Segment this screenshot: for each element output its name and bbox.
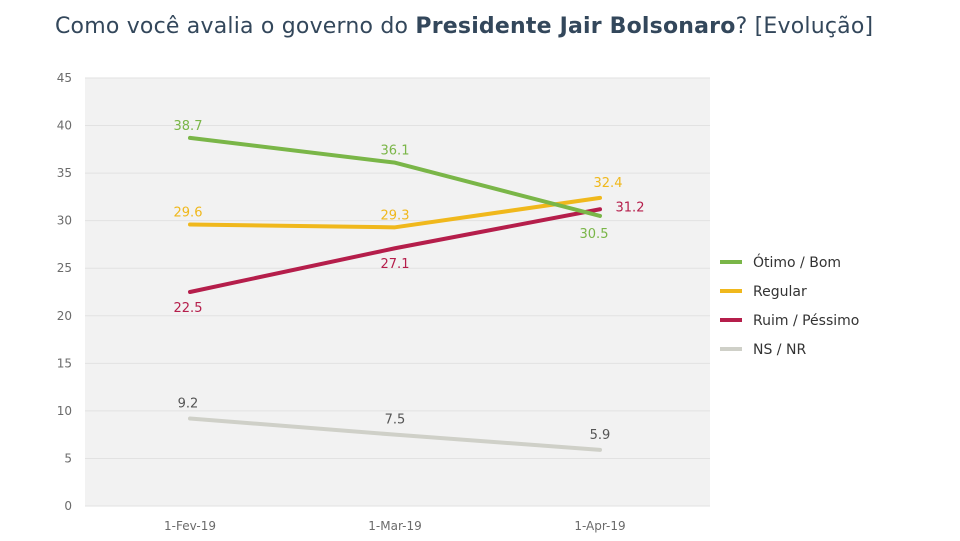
chart-title: Como você avalia o governo do Presidente…	[55, 14, 873, 39]
data-label: 30.5	[580, 227, 609, 242]
data-label: 36.1	[381, 144, 410, 159]
y-tick-label: 30	[57, 214, 72, 228]
series-line-regular	[188, 195, 602, 230]
series-line-timo-bom	[188, 135, 602, 218]
x-tick-label: 1-Fev-19	[164, 519, 216, 533]
y-tick-label: 35	[57, 166, 72, 180]
y-tick-label: 45	[57, 71, 72, 85]
x-tick-label: 1-Mar-19	[368, 519, 421, 533]
chart-title-prefix: Como você avalia o governo do	[55, 14, 416, 39]
series-line-ruim-p-ssimo	[188, 207, 602, 294]
data-label: 9.2	[178, 396, 199, 411]
data-label: 29.3	[381, 208, 410, 223]
y-tick-label: 10	[57, 404, 72, 418]
legend-label: Regular	[753, 284, 807, 300]
data-label: 29.6	[174, 205, 203, 220]
x-tick-label: 1-Apr-19	[574, 519, 625, 533]
legend-label: Ótimo / Bom	[753, 253, 841, 271]
legend-label: Ruim / Péssimo	[753, 313, 859, 329]
y-tick-label: 15	[57, 356, 72, 370]
data-label: 38.7	[174, 119, 203, 134]
chart-title-bold: Presidente Jair Bolsonaro	[415, 14, 736, 39]
y-tick-label: 0	[64, 499, 72, 513]
data-label: 27.1	[381, 257, 410, 272]
data-label: 31.2	[616, 200, 645, 215]
series-line-ns-nr	[188, 416, 602, 452]
plot-area	[85, 78, 710, 506]
y-tick-label: 5	[64, 451, 72, 465]
y-tick-label: 40	[57, 119, 72, 133]
chart-title-suffix: ? [Evolução]	[735, 14, 874, 39]
y-tick-label: 20	[57, 309, 72, 323]
legend-label: NS / NR	[753, 342, 806, 358]
data-label: 7.5	[385, 413, 406, 428]
data-label: 32.4	[594, 176, 623, 191]
data-label: 22.5	[174, 301, 203, 316]
y-tick-label: 25	[57, 261, 72, 275]
data-label: 5.9	[590, 428, 611, 443]
